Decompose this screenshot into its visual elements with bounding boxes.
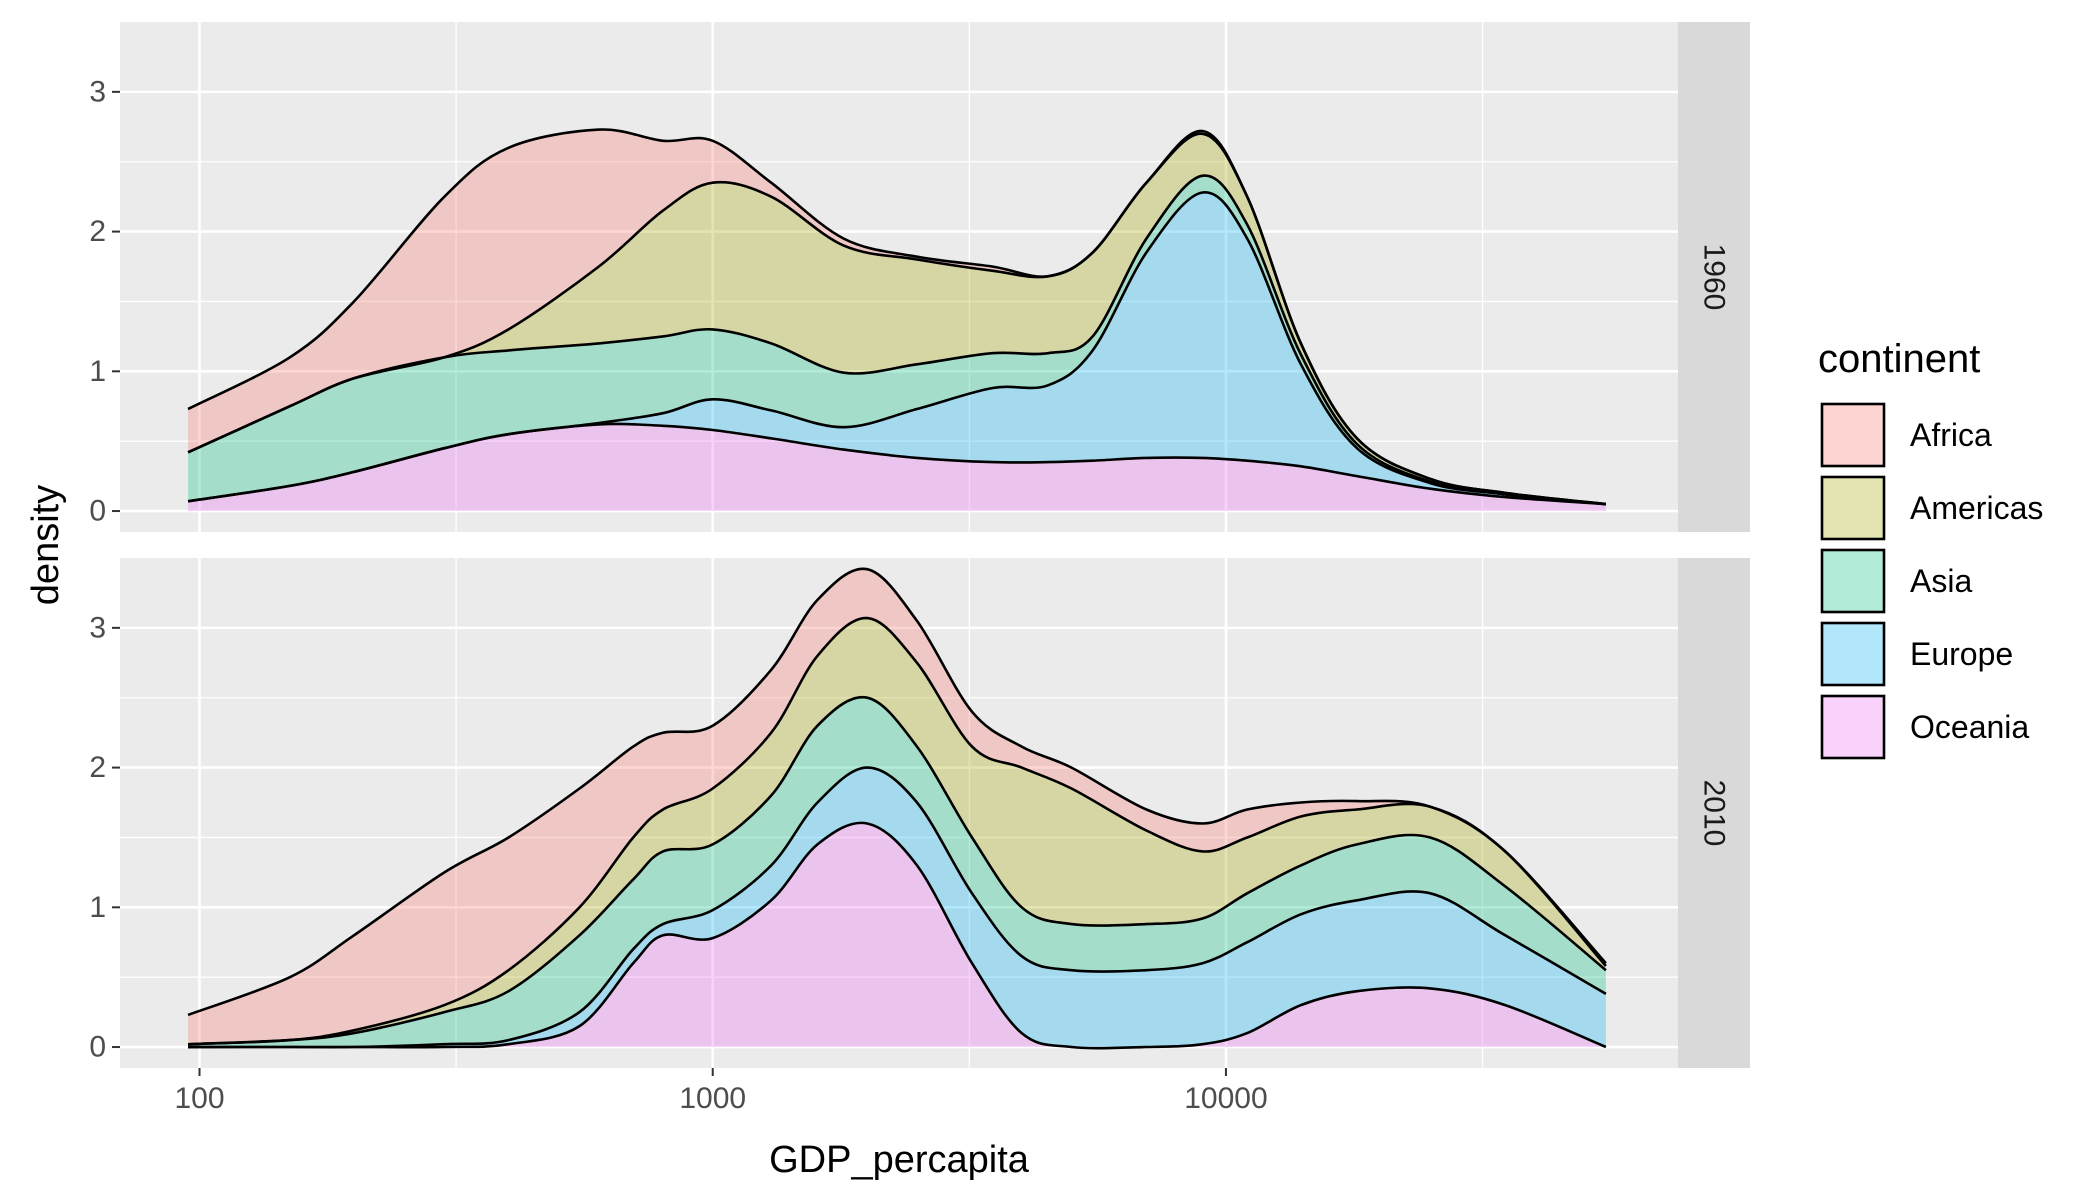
legend-title: continent [1818,337,1980,381]
outline-europe-2010 [188,766,1607,1049]
strip-label-1960: 1960 [1698,244,1731,311]
legend-key-bg-oceania [1818,692,1888,762]
y-tick-label-2010: 2 [89,751,106,784]
facet-panel-2010: 2010 0 1 2 3 [89,558,1750,1068]
outline-africa-1960 [187,128,1607,506]
strip-label-2010: 2010 [1698,780,1731,847]
strip-background-2010 [1678,558,1750,1068]
y-tick-label-2010: 0 [89,1031,106,1064]
area-americas-2010 [188,618,1606,1045]
y-tick-label-2010: 3 [89,611,106,644]
legend-key-bg-americas [1818,473,1888,543]
legend: continent Africa Americas Asia Europe Oceani… [1818,337,2043,762]
area-africa-1960 [188,129,1606,505]
area-americas-1960 [188,133,1606,505]
x-tick-label: 10000 [1184,1082,1267,1115]
legend-label-africa: Africa [1910,417,1992,453]
legend-key-bg-europe [1818,619,1888,689]
area-oceania-2010 [188,822,1606,1049]
y-tick-label-1960: 1 [89,355,106,388]
outline-africa-2010 [187,567,1607,1017]
area-africa-2010 [188,568,1606,1045]
legend-key-europe [1820,621,1886,687]
outline-oceania-2010 [188,821,1607,1050]
area-oceania-1960 [188,423,1606,512]
outline-asia-2010 [188,695,1607,1046]
x-tick-label: 100 [174,1082,224,1115]
legend-label-americas: Americas [1910,490,2043,526]
y-axis-title: density [25,485,67,605]
legend-label-europe: Europe [1910,636,2013,672]
y-tick-label-2010: 1 [89,891,106,924]
legend-key-bg-africa [1818,400,1888,470]
outline-americas-2010 [188,616,1607,1046]
x-axis: 100 1000 10000 [174,1068,1268,1115]
x-tick-label: 1000 [679,1082,746,1115]
area-asia-2010 [188,697,1606,1048]
x-axis-title: GDP_percapita [769,1139,1030,1181]
legend-key-americas [1820,475,1886,541]
area-europe-2010 [188,767,1606,1049]
outline-europe-1960 [187,191,1607,506]
strip-background-1960 [1678,22,1750,532]
panel-background-2010 [120,558,1678,1068]
y-tick-label-1960: 3 [89,75,106,108]
outline-asia-1960 [187,174,1607,506]
y-tick-label-1960: 2 [89,215,106,248]
area-asia-1960 [188,175,1606,505]
legend-key-oceania [1820,694,1886,760]
y-tick-label-1960: 0 [89,495,106,528]
panel-background-1960 [120,22,1678,532]
area-europe-1960 [188,192,1606,505]
legend-key-africa [1820,402,1886,468]
legend-key-bg-asia [1818,546,1888,616]
legend-label-asia: Asia [1910,563,1972,599]
facet-panel-1960: 1960 0 1 2 3 [89,22,1750,532]
legend-label-oceania: Oceania [1910,709,2029,745]
legend-key-asia [1820,548,1886,614]
